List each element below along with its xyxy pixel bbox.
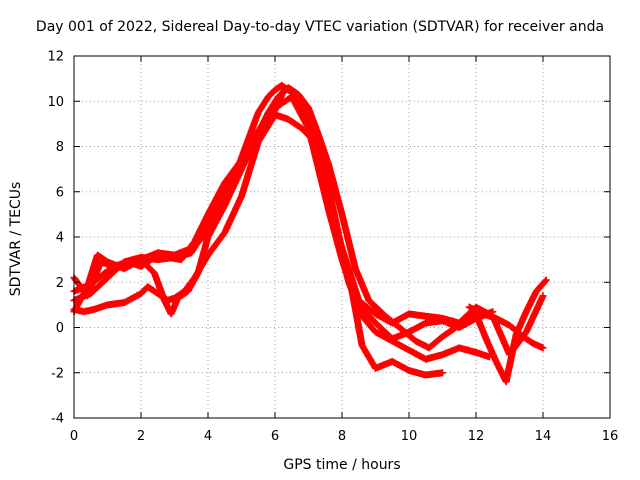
series-markers [70,93,497,343]
x-axis-label: GPS time / hours [283,457,401,473]
series-3 [70,93,497,343]
x-tick-label: 2 [137,429,145,444]
axis-ticks: 0 2 4 6 8 10 12 14 16 -4 -2 0 2 4 6 8 10 12 [47,50,618,445]
y-tick-label: -2 [51,366,64,381]
y-tick-label: 8 [56,140,64,155]
y-tick-label: 6 [56,185,64,200]
y-axis-label: SDTVAR / TECUs [8,181,24,297]
y-tick-label: 12 [47,50,64,65]
y-tick-label: -4 [51,412,64,427]
x-tick-label: 16 [602,429,619,444]
x-tick-label: 4 [204,429,212,444]
y-tick-label: 0 [56,321,64,336]
x-tick-label: 8 [338,429,346,444]
y-tick-label: 10 [47,95,64,110]
x-tick-label: 10 [401,429,418,444]
x-tick-label: 0 [70,429,78,444]
x-tick-label: 14 [535,429,552,444]
y-tick-label: 4 [56,231,64,246]
y-tick-label: 2 [56,276,64,291]
chart-title: Day 001 of 2022, Sidereal Day-to-day VTE… [35,19,605,35]
series-markers [465,303,547,352]
data-series-layer [70,81,550,386]
x-tick-label: 6 [271,429,279,444]
series-6 [465,303,547,352]
x-tick-label: 12 [468,429,485,444]
